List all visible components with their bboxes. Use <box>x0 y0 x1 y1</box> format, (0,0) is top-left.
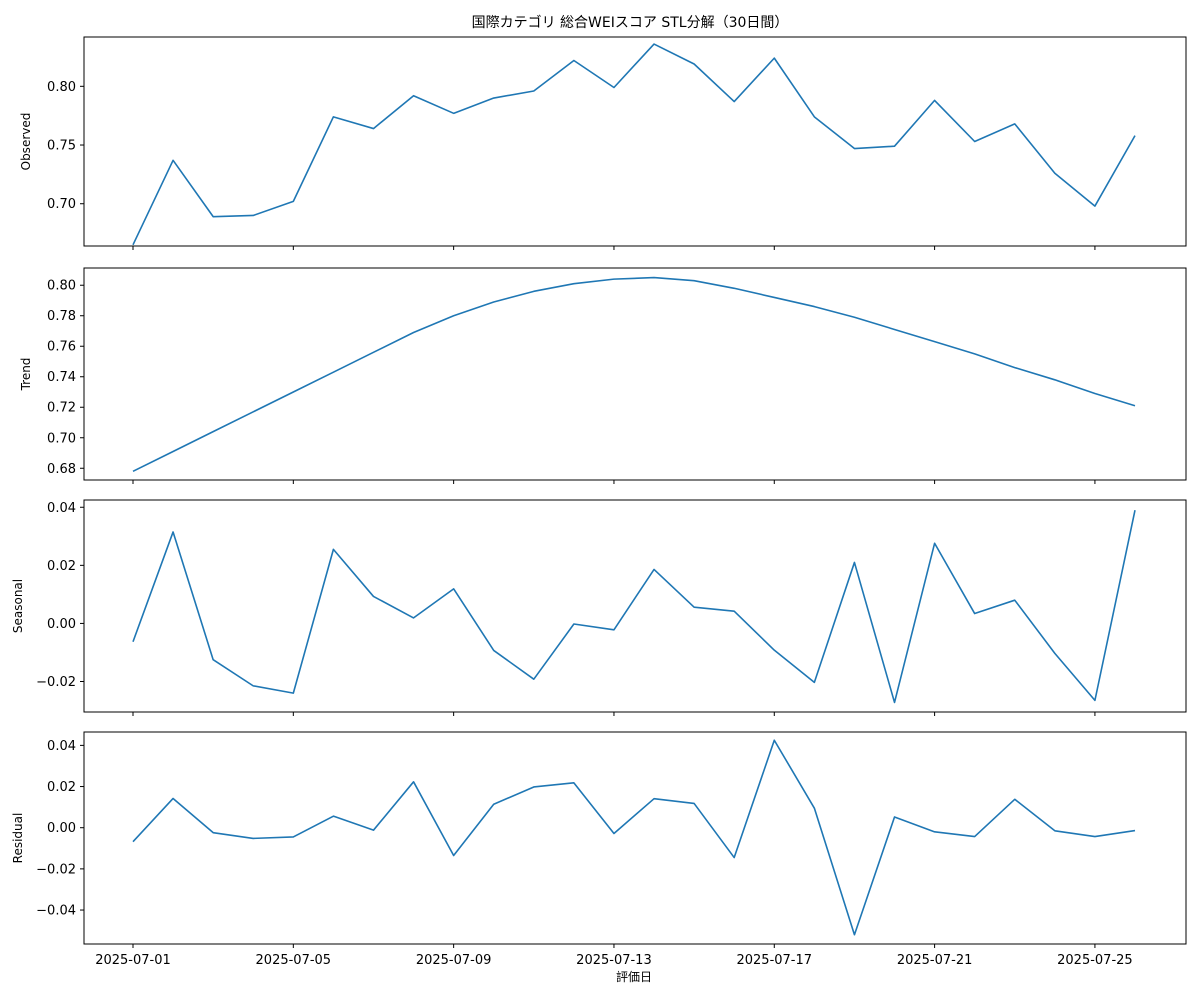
trend-y-tick-label: 0.70 <box>47 431 76 446</box>
trend-y-tick-label: 0.74 <box>47 370 76 385</box>
residual-series-line <box>132 739 1136 936</box>
panel-observed: 0.70 0.75 0.80 Observed <box>19 36 1187 250</box>
x-tick-label: 2025-07-17 <box>736 953 812 968</box>
observed-y-axis-label: Observed <box>19 113 33 171</box>
panel-trend: 0.68 0.70 0.72 0.74 0.76 0.78 0.80 Trend <box>19 267 1187 484</box>
seasonal-axes-frame <box>83 499 1187 713</box>
seasonal-y-tick-label: 0.04 <box>47 501 76 516</box>
residual-axes-frame <box>83 731 1187 945</box>
panel-residual: −0.04 −0.02 0.00 0.02 0.04 Residual <box>11 731 1187 948</box>
observed-y-tick-label: 0.70 <box>47 197 76 212</box>
trend-series-line <box>132 276 1136 473</box>
x-tick-label: 2025-07-05 <box>256 953 332 968</box>
x-tick-label: 2025-07-25 <box>1057 953 1133 968</box>
residual-y-tick-label: 0.04 <box>47 739 76 754</box>
residual-y-tick-label: 0.00 <box>47 821 76 836</box>
observed-y-tick-label: 0.75 <box>47 139 76 154</box>
x-tick-label: 2025-07-01 <box>95 953 171 968</box>
observed-series-line <box>132 43 1136 246</box>
trend-y-tick-label: 0.72 <box>47 401 76 416</box>
x-axis: 2025-07-01 2025-07-05 2025-07-09 2025-07-13… <box>95 953 1132 968</box>
chart-title: 国際カテゴリ 総合WEIスコア STL分解（30日間） <box>472 14 789 31</box>
seasonal-y-tick-label: 0.00 <box>47 617 76 632</box>
residual-y-tick-label: −0.02 <box>36 862 76 877</box>
observed-y-tick-label: 0.80 <box>47 80 76 95</box>
seasonal-series-line <box>132 509 1136 704</box>
trend-y-tick-label: 0.68 <box>47 462 76 477</box>
seasonal-y-axis-label: Seasonal <box>11 579 25 633</box>
trend-axes-frame <box>83 267 1187 481</box>
trend-y-tick-label: 0.78 <box>47 309 76 324</box>
seasonal-y-tick-label: 0.02 <box>47 559 76 574</box>
x-tick-label: 2025-07-13 <box>576 953 652 968</box>
trend-y-axis-label: Trend <box>19 358 33 392</box>
panels: 0.70 0.75 0.80 Observed 0.68 0.70 0.72 0.74 0.76… <box>11 36 1187 948</box>
observed-axes-frame <box>83 36 1187 247</box>
seasonal-y-tick-label: −0.02 <box>36 675 76 690</box>
x-tick-label: 2025-07-09 <box>416 953 492 968</box>
panel-seasonal: −0.02 0.00 0.02 0.04 Seasonal <box>11 499 1187 716</box>
residual-y-tick-label: 0.02 <box>47 780 76 795</box>
x-axis-label: 評価日 <box>616 969 652 984</box>
trend-y-tick-label: 0.80 <box>47 279 76 294</box>
trend-y-tick-label: 0.76 <box>47 340 76 355</box>
residual-y-axis-label: Residual <box>11 813 25 864</box>
residual-y-tick-label: −0.04 <box>36 904 76 919</box>
x-tick-label: 2025-07-21 <box>897 953 973 968</box>
